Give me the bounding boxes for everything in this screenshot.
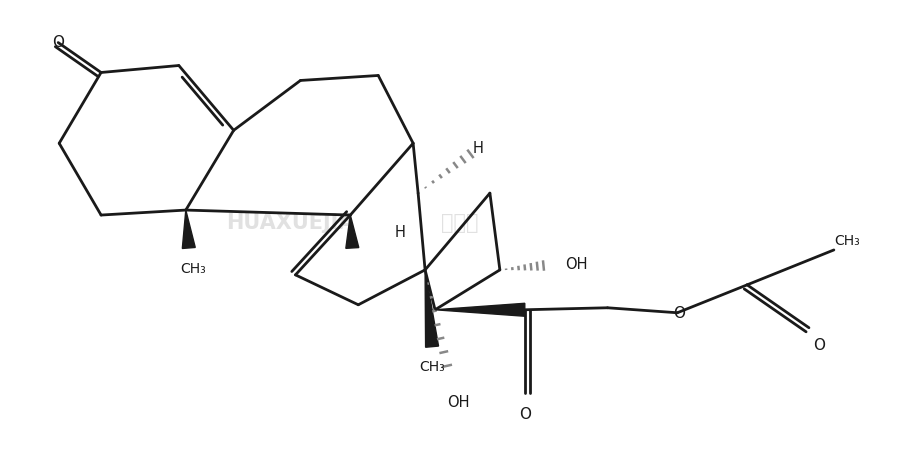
Text: O: O xyxy=(519,407,531,423)
Text: H: H xyxy=(472,141,483,156)
Text: O: O xyxy=(673,306,685,321)
Text: CH₃: CH₃ xyxy=(834,234,860,248)
Text: O: O xyxy=(813,338,824,352)
Text: 化学加: 化学加 xyxy=(441,213,479,233)
Polygon shape xyxy=(425,270,439,347)
Text: CH₃: CH₃ xyxy=(420,359,445,373)
Text: CH₃: CH₃ xyxy=(180,262,206,276)
Polygon shape xyxy=(182,210,196,248)
Text: H: H xyxy=(395,225,406,239)
Polygon shape xyxy=(435,303,525,316)
Text: OH: OH xyxy=(447,394,470,410)
Polygon shape xyxy=(346,215,359,248)
Text: OH: OH xyxy=(565,258,587,272)
Text: O: O xyxy=(52,35,65,50)
Text: HUAXUEJIA: HUAXUEJIA xyxy=(227,213,355,233)
